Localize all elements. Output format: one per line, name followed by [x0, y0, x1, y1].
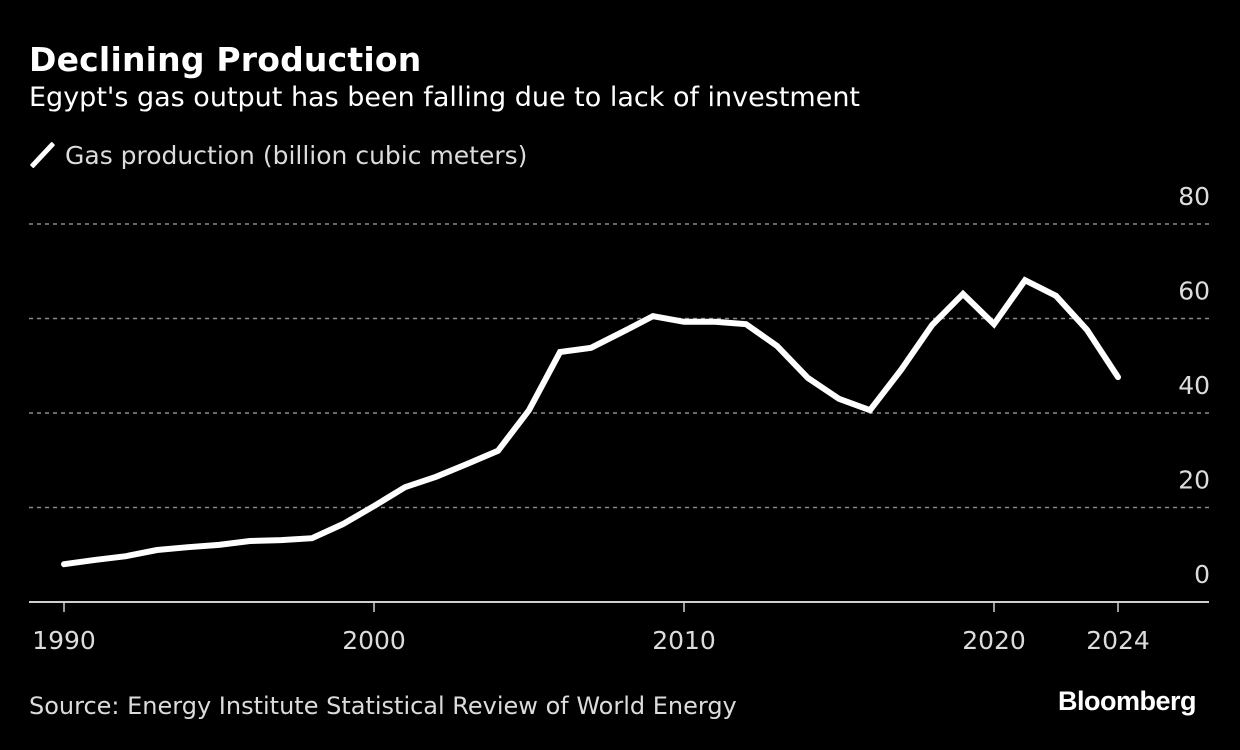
- y-axis-labels: 0 20 40 60 80: [1178, 182, 1210, 589]
- data-point-2001: [405, 487, 406, 488]
- y-tick-label: 40: [1178, 371, 1210, 400]
- data-point-2020: [994, 324, 995, 325]
- data-point-1990: [64, 564, 65, 565]
- data-point-2009: [653, 316, 654, 317]
- data-point-1993: [157, 550, 158, 551]
- series-layer: [61, 276, 1121, 568]
- data-point-2014: [808, 378, 809, 379]
- data-point-2023: [1087, 329, 1088, 330]
- data-point-2022: [1056, 295, 1057, 296]
- data-point-2005: [529, 410, 530, 411]
- grid-lines: [29, 223, 1209, 509]
- data-point-1995: [219, 544, 220, 545]
- data-point-2003: [467, 464, 468, 465]
- y-tick-label: 80: [1178, 182, 1210, 211]
- x-tick-label: 2010: [652, 626, 716, 655]
- x-tick-label: 1990: [32, 626, 96, 655]
- data-point-2021: [1025, 280, 1026, 281]
- data-point-1996: [250, 541, 251, 542]
- data-point-2008: [622, 332, 623, 333]
- chart-title: Declining Production: [29, 40, 422, 79]
- data-point-2011: [715, 321, 716, 322]
- x-tick-label: 2020: [962, 626, 1026, 655]
- legend: Gas production (billion cubic meters): [29, 140, 527, 170]
- x-axis: 1990 2000 2010 2020 2024: [29, 601, 1209, 655]
- data-point-2018: [932, 325, 933, 326]
- data-point-2000: [374, 506, 375, 507]
- data-point-1998: [312, 538, 313, 539]
- data-point-2007: [591, 347, 592, 348]
- legend-label: Gas production (billion cubic meters): [65, 140, 528, 170]
- y-tick-label: 0: [1194, 560, 1210, 589]
- data-point-2015: [839, 398, 840, 399]
- data-point-1997: [281, 540, 282, 541]
- data-point-2012: [746, 324, 747, 325]
- data-point-1999: [343, 524, 344, 525]
- data-point-1994: [188, 547, 189, 548]
- data-point-2006: [560, 352, 561, 353]
- data-point-2024: [1118, 377, 1119, 378]
- bloomberg-logo: Bloomberg: [1058, 686, 1197, 716]
- y-tick-label: 60: [1178, 277, 1210, 306]
- data-point-2016: [870, 410, 871, 411]
- x-tick-label: 2000: [342, 626, 406, 655]
- data-point-1991: [95, 559, 96, 560]
- chart-subtitle: Egypt's gas output has been falling due …: [29, 82, 861, 113]
- data-point-2004: [498, 450, 499, 451]
- data-point-2017: [901, 370, 902, 371]
- x-tick-label: 2024: [1086, 626, 1150, 655]
- y-tick-label: 20: [1178, 466, 1210, 495]
- data-point-2002: [436, 476, 437, 477]
- data-point-2010: [684, 321, 685, 322]
- source-note: Source: Energy Institute Statistical Rev…: [29, 692, 737, 720]
- data-point-2019: [963, 293, 964, 294]
- series-line-gas-production: [61, 276, 1121, 568]
- data-point-1992: [126, 556, 127, 557]
- data-point-2013: [777, 345, 778, 346]
